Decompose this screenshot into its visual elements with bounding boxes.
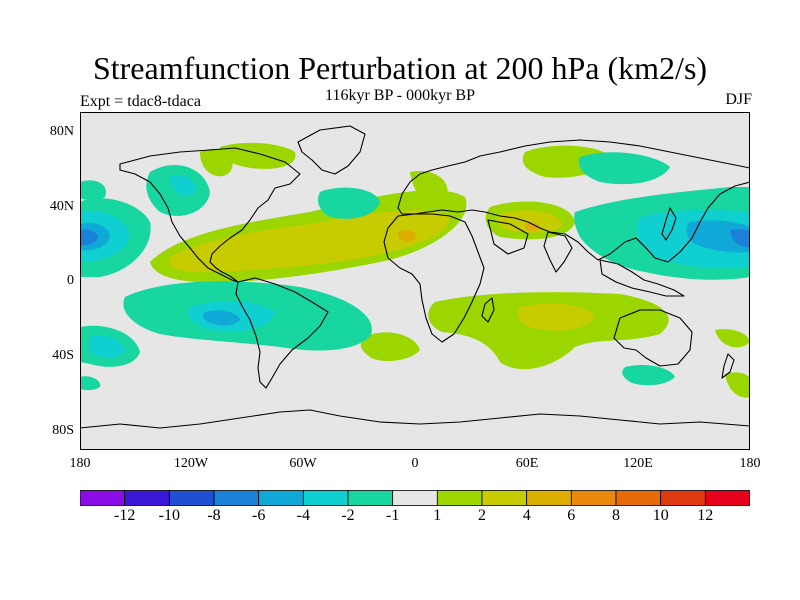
colorbar-box (347, 490, 394, 506)
colorbar-label: 10 (652, 507, 669, 524)
lat-tick-label: 80N (49, 124, 74, 139)
lon-tick-label: 0 (411, 456, 419, 471)
positive-anomaly-fields (80, 142, 750, 398)
colorbar-box (302, 490, 349, 506)
colorbar-box (213, 490, 260, 506)
lon-tick-label: 120E (623, 456, 653, 471)
colorbar-label: -12 (114, 507, 136, 524)
map-panel (80, 112, 750, 450)
lon-tick-label: 180 (739, 456, 761, 471)
colorbar-box (258, 490, 304, 506)
experiment-label: Expt = tdac8-tdaca (80, 93, 201, 110)
lon-tick-label: 120W (173, 456, 209, 471)
lon-tick-label: 180 (69, 456, 91, 471)
colorbar-label: 6 (567, 507, 576, 524)
coastlines (80, 125, 750, 429)
colorbar-label: -2 (341, 507, 355, 524)
colorbar-label: -8 (207, 507, 221, 524)
season-label: DJF (725, 91, 752, 108)
map-title: Streamfunction Perturbation at 200 hPa (… (92, 50, 708, 86)
colorbar-label: 1 (433, 507, 442, 524)
colorbar-label: 4 (522, 507, 531, 524)
colorbar-box (168, 490, 215, 506)
map-frame (80, 112, 750, 450)
colorbar-box (80, 490, 126, 506)
colorbar-box (481, 490, 528, 506)
streamfunction-map (80, 112, 750, 450)
colorbar (80, 490, 750, 506)
colorbar-box (526, 490, 572, 506)
colorbar-label: -6 (252, 507, 266, 524)
colorbar-box (615, 490, 662, 506)
colorbar-box (570, 490, 617, 506)
lat-tick-label: 0 (67, 273, 74, 288)
colorbar-label: 8 (612, 507, 620, 524)
colorbar-label: -4 (296, 507, 310, 524)
map-subtitle: 116kyr BP - 000kyr BP (325, 87, 475, 104)
colorbar-box (124, 490, 170, 506)
lat-tick-label: 40N (49, 199, 74, 214)
colorbar-boxes (80, 490, 750, 506)
colorbar-label: 12 (697, 507, 714, 524)
lon-tick-label: 60W (289, 456, 317, 471)
colorbar-box (436, 490, 483, 506)
colorbar-label: -10 (158, 507, 180, 524)
lat-tick-label: 40S (52, 348, 74, 363)
colorbar-box (392, 490, 438, 506)
lon-tick-label: 60E (515, 456, 539, 471)
lat-tick-label: 80S (52, 423, 74, 438)
colorbar-box (704, 490, 750, 506)
colorbar-label: 2 (478, 507, 486, 524)
colorbar-label: -1 (386, 507, 400, 524)
colorbar-box (660, 490, 706, 506)
